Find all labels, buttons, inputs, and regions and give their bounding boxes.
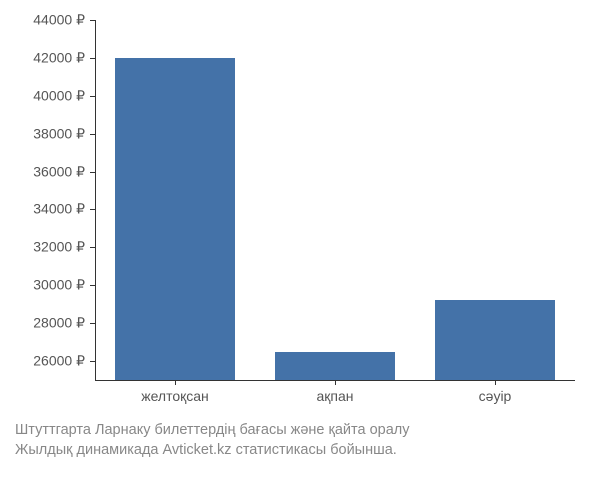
plot-area <box>95 20 575 380</box>
y-tick-label: 40000 ₽ <box>33 87 85 104</box>
y-tick-mark <box>90 323 95 324</box>
y-tick-label: 36000 ₽ <box>33 163 85 180</box>
y-tick-mark <box>90 172 95 173</box>
y-tick-label: 32000 ₽ <box>33 239 85 256</box>
bar <box>115 58 235 380</box>
y-tick-mark <box>90 58 95 59</box>
x-tick-mark <box>495 380 496 385</box>
x-tick-label: желтоқсан <box>141 388 209 404</box>
y-tick-mark <box>90 209 95 210</box>
y-tick-label: 44000 ₽ <box>33 12 85 29</box>
x-tick-label: сәуір <box>479 388 512 404</box>
y-tick-mark <box>90 134 95 135</box>
x-tick-label: ақпан <box>316 388 353 404</box>
y-tick-mark <box>90 361 95 362</box>
y-tick-mark <box>90 20 95 21</box>
y-tick-label: 34000 ₽ <box>33 201 85 218</box>
y-tick-label: 42000 ₽ <box>33 49 85 66</box>
chart-caption: Штуттгарта Ларнаку билеттердің бағасы жә… <box>15 420 410 461</box>
y-tick-mark <box>90 247 95 248</box>
y-tick-label: 30000 ₽ <box>33 277 85 294</box>
y-tick-label: 28000 ₽ <box>33 315 85 332</box>
x-tick-mark <box>175 380 176 385</box>
bar <box>435 300 555 380</box>
chart-container: Штуттгарта Ларнаку билеттердің бағасы жә… <box>0 0 600 500</box>
y-tick-label: 26000 ₽ <box>33 353 85 370</box>
y-tick-mark <box>90 96 95 97</box>
bar <box>275 352 395 380</box>
y-tick-mark <box>90 285 95 286</box>
caption-line-2: Жылдық динамикада Avticket.kz статистика… <box>15 440 410 460</box>
y-tick-label: 38000 ₽ <box>33 125 85 142</box>
x-tick-mark <box>335 380 336 385</box>
caption-line-1: Штуттгарта Ларнаку билеттердің бағасы жә… <box>15 420 410 440</box>
